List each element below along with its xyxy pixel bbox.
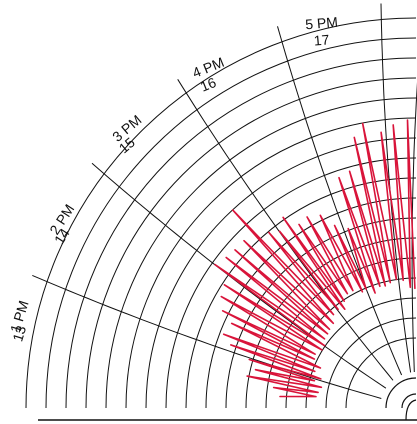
hour-line [32,274,382,399]
grid-ring [105,97,417,409]
grid-rings [25,17,417,409]
pen-trace-line [214,119,416,398]
grid-ring [345,337,417,409]
hub-inner-ring [401,393,417,409]
baseline [38,399,417,421]
grid-ring [325,317,417,409]
hour-line [411,81,417,373]
grid-ring [225,217,417,409]
hour-line [277,26,403,376]
grid-ring [305,297,417,409]
pen-trace [214,119,416,398]
hub-ring [385,377,417,409]
hub-bump [405,399,417,421]
grid-ring [45,37,417,409]
grid-ring [85,77,417,409]
grid-ring [145,137,417,409]
hour-label-5pm-time: 5 PM [305,14,339,33]
grid-ring [205,197,417,409]
grid-ring [125,117,417,409]
hour-label-1pm-hour: 13 [9,324,29,344]
hour-label-5pm-hour: 17 [313,31,330,48]
grid-ring [65,57,417,409]
grid-ring [285,277,417,409]
hour-label-2pm-hour: 14 [51,225,73,247]
grid-ring [25,17,417,409]
hour-label-4pm-hour: 16 [198,74,219,95]
